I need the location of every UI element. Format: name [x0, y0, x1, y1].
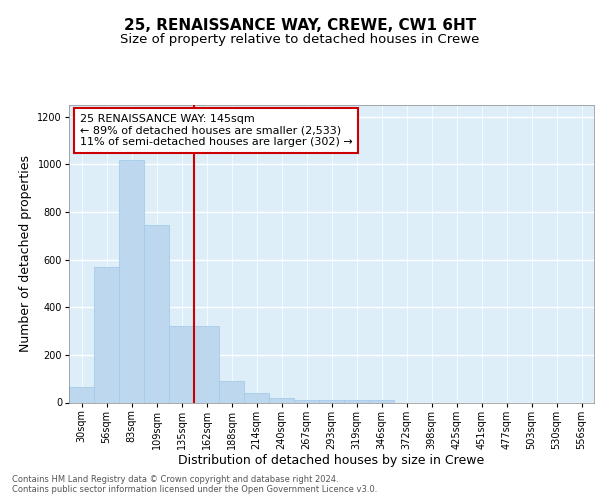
Bar	[344, 400, 369, 402]
Bar	[219, 381, 244, 402]
Bar	[294, 400, 319, 402]
Text: 25 RENAISSANCE WAY: 145sqm
← 89% of detached houses are smaller (2,533)
11% of s: 25 RENAISSANCE WAY: 145sqm ← 89% of deta…	[79, 114, 352, 147]
Bar	[194, 326, 219, 402]
Bar	[169, 326, 194, 402]
Text: Size of property relative to detached houses in Crewe: Size of property relative to detached ho…	[121, 32, 479, 46]
Bar	[369, 400, 394, 402]
Bar	[244, 393, 269, 402]
Bar	[269, 398, 294, 402]
Bar	[144, 225, 169, 402]
Bar	[94, 267, 119, 402]
X-axis label: Distribution of detached houses by size in Crewe: Distribution of detached houses by size …	[178, 454, 485, 468]
Bar	[319, 400, 344, 402]
Bar	[69, 387, 94, 402]
Text: Contains HM Land Registry data © Crown copyright and database right 2024.
Contai: Contains HM Land Registry data © Crown c…	[12, 475, 377, 494]
Text: 25, RENAISSANCE WAY, CREWE, CW1 6HT: 25, RENAISSANCE WAY, CREWE, CW1 6HT	[124, 18, 476, 32]
Y-axis label: Number of detached properties: Number of detached properties	[19, 155, 32, 352]
Bar	[119, 160, 144, 402]
